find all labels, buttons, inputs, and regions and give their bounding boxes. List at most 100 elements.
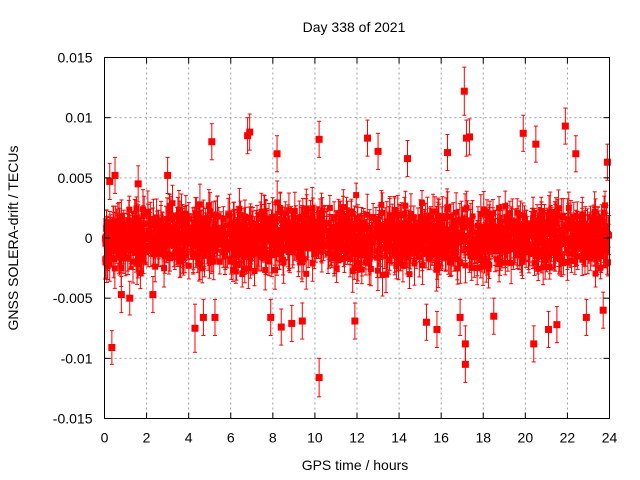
data-point	[399, 262, 406, 269]
data-point	[313, 243, 320, 250]
data-point	[180, 230, 187, 237]
data-point	[361, 226, 368, 233]
data-point	[494, 256, 501, 263]
data-point	[268, 227, 275, 234]
measurement-cloud	[101, 180, 612, 297]
data-point	[518, 249, 525, 256]
data-point	[588, 252, 595, 259]
data-point	[591, 208, 598, 215]
data-point	[457, 260, 464, 267]
data-point	[601, 209, 608, 216]
data-point	[378, 201, 385, 208]
data-point	[419, 262, 426, 269]
data-point	[279, 244, 286, 251]
data-point	[345, 237, 352, 244]
data-point	[391, 212, 398, 219]
data-point	[241, 213, 248, 220]
data-point	[489, 210, 496, 217]
data-point	[152, 263, 159, 270]
data-point	[598, 248, 605, 255]
data-point	[508, 260, 515, 267]
data-point	[241, 266, 248, 273]
data-point	[540, 264, 547, 271]
data-point	[547, 216, 554, 223]
data-point	[124, 228, 131, 235]
data-point	[226, 212, 233, 219]
data-point	[347, 256, 354, 263]
data-point	[523, 222, 530, 229]
data-point	[309, 260, 316, 267]
data-point	[483, 209, 490, 216]
data-point	[337, 216, 344, 223]
data-layer	[101, 66, 612, 398]
data-point	[348, 208, 355, 215]
data-point	[358, 266, 365, 273]
data-point	[368, 233, 375, 240]
data-point	[167, 212, 174, 219]
data-point	[150, 248, 157, 255]
data-point	[266, 215, 273, 222]
data-point	[354, 215, 361, 222]
data-point	[567, 222, 574, 229]
data-point	[182, 210, 189, 217]
data-point	[174, 212, 181, 219]
data-point	[568, 257, 575, 264]
data-point	[411, 260, 418, 267]
data-point	[305, 245, 312, 252]
data-point	[346, 232, 353, 239]
data-point	[241, 218, 248, 225]
data-point	[546, 213, 553, 220]
data-point	[379, 271, 386, 278]
data-point	[141, 212, 148, 219]
data-point	[464, 239, 471, 246]
data-point	[462, 262, 469, 269]
data-point	[385, 220, 392, 227]
data-point	[450, 217, 457, 224]
data-point	[206, 208, 213, 215]
data-point	[138, 246, 145, 253]
data-point	[598, 216, 605, 223]
data-point	[261, 208, 268, 215]
data-point	[210, 241, 217, 248]
data-point	[247, 226, 254, 233]
data-point	[599, 236, 606, 243]
data-point	[298, 254, 305, 261]
data-point	[585, 246, 592, 253]
data-point	[319, 207, 326, 214]
data-point	[471, 254, 478, 261]
data-point	[194, 254, 201, 261]
data-point	[207, 259, 214, 266]
data-point	[220, 215, 227, 222]
data-point	[467, 253, 474, 260]
data-point	[389, 222, 396, 229]
data-point	[366, 226, 373, 233]
data-point	[116, 217, 123, 224]
data-point	[165, 251, 172, 258]
data-point	[374, 254, 381, 261]
data-point	[464, 217, 471, 224]
data-point	[538, 210, 545, 217]
data-point	[556, 248, 563, 255]
data-point	[474, 265, 481, 272]
data-point	[408, 236, 415, 243]
data-point	[519, 258, 526, 265]
data-point	[134, 260, 141, 267]
data-point	[561, 222, 568, 229]
data-point	[102, 259, 109, 266]
data-point	[421, 219, 428, 226]
data-point	[248, 232, 255, 239]
data-point	[548, 243, 555, 250]
data-point	[288, 222, 295, 229]
data-point	[285, 207, 292, 214]
data-point	[326, 204, 333, 211]
data-point	[179, 217, 186, 224]
data-point	[485, 265, 492, 272]
data-point	[403, 254, 410, 261]
data-point	[452, 251, 459, 258]
data-point	[354, 260, 361, 267]
data-point	[560, 213, 567, 220]
data-point	[435, 263, 442, 270]
data-point	[446, 259, 453, 266]
chart-title: Day 338 of 2021	[303, 19, 406, 35]
data-point	[480, 206, 487, 213]
